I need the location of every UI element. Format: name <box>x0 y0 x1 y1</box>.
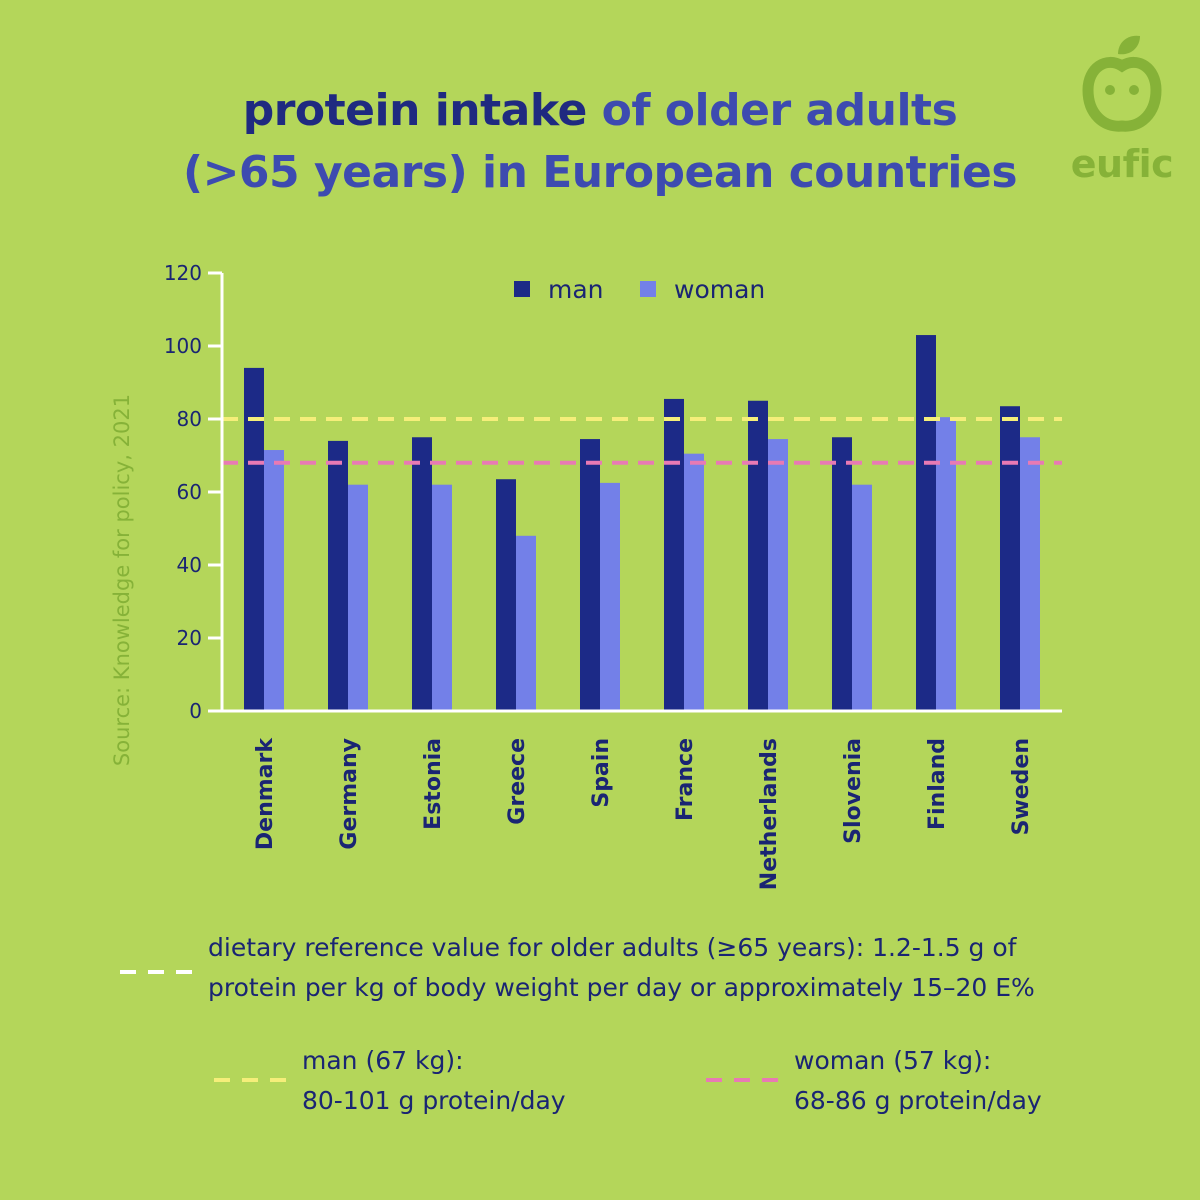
man-bar <box>244 367 264 711</box>
bars <box>244 335 1040 711</box>
x-tick-label: Estonia <box>421 738 446 830</box>
eufic-apple-icon <box>1082 35 1162 132</box>
x-tick-label: Sweden <box>1009 738 1034 835</box>
y-tick-label: 120 <box>164 261 202 285</box>
legend-label-woman: woman <box>674 275 765 304</box>
title-line-1: protein intake of older adults <box>0 80 1200 142</box>
man-bar <box>832 437 852 711</box>
y-tick-label: 40 <box>177 553 202 577</box>
woman-bar <box>1020 437 1040 711</box>
chart-title: protein intake of older adults (>65 year… <box>0 80 1200 204</box>
generic-reference-swatch <box>120 970 192 974</box>
legend: man woman <box>514 275 765 304</box>
reference-lines <box>222 417 1062 465</box>
legend-swatch-woman <box>640 281 656 297</box>
woman-bar <box>516 535 536 711</box>
man-bar <box>412 437 432 711</box>
footnote-general-line-2: protein per kg of body weight per day or… <box>208 973 1035 1002</box>
x-tick-label: Denmark <box>253 737 278 850</box>
footnote-woman: woman (57 kg): 68-86 g protein/day <box>794 1041 1042 1121</box>
x-tick-label: France <box>673 738 698 821</box>
bar-chart: 0 20 40 60 80 100 120 Denmark Germany Estonia Gre… <box>164 261 1062 891</box>
x-tick-label: Finland <box>925 738 950 830</box>
y-tick-label: 80 <box>177 407 202 431</box>
woman-bar <box>936 417 956 711</box>
footnote-woman-line-1: woman (57 kg): <box>794 1046 992 1075</box>
legend-swatch-man <box>514 281 530 297</box>
woman-reference-swatch <box>706 1078 778 1082</box>
logo-eye <box>1105 85 1115 95</box>
x-tick-label: Spain <box>589 738 614 808</box>
woman-bar <box>348 484 368 711</box>
y-tick-label: 20 <box>177 626 202 650</box>
man-reference-swatch <box>214 1078 286 1082</box>
y-tick-label: 0 <box>189 699 202 723</box>
x-axis-labels: Denmark Germany Estonia Greece Spain France Ne… <box>253 737 1034 891</box>
woman-bar <box>852 484 872 711</box>
y-tick-label: 100 <box>164 334 202 358</box>
x-tick-label: Slovenia <box>841 738 866 844</box>
footnote-woman-line-2: 68-86 g protein/day <box>794 1086 1042 1115</box>
logo-text: eufic <box>1070 142 1174 186</box>
man-bar <box>328 440 348 711</box>
footnote-general: dietary reference value for older adults… <box>208 928 1035 1008</box>
y-axis-ticks: 0 20 40 60 80 100 120 <box>164 261 222 723</box>
title-line-2: (>65 years) in European countries <box>182 147 1018 198</box>
footnote-general-line-1: dietary reference value for older adults… <box>208 933 1017 962</box>
logo-apple-outline <box>1082 56 1162 132</box>
logo-leaf <box>1118 35 1140 55</box>
man-bar <box>496 479 516 711</box>
woman-bar <box>768 439 788 711</box>
man-bar <box>916 335 936 711</box>
x-tick-label: Germany <box>337 738 362 850</box>
legend-label-man: man <box>548 275 604 304</box>
man-bar <box>580 439 600 711</box>
man-bar <box>1000 406 1020 711</box>
woman-bar <box>684 453 704 711</box>
logo-eye <box>1129 85 1139 95</box>
man-bar <box>748 400 768 711</box>
woman-bar <box>264 450 284 711</box>
footnote-man-line-2: 80-101 g protein/day <box>302 1086 566 1115</box>
footnote-man: man (67 kg): 80-101 g protein/day <box>302 1041 566 1121</box>
x-tick-label: Netherlands <box>757 738 782 890</box>
x-tick-label: Greece <box>505 738 530 825</box>
y-tick-label: 60 <box>177 480 202 504</box>
woman-bar <box>600 482 620 711</box>
man-bar <box>664 398 684 711</box>
woman-bar <box>432 484 452 711</box>
footnote-man-line-1: man (67 kg): <box>302 1046 464 1075</box>
title-emphasis: protein intake <box>242 85 588 136</box>
axes <box>220 273 1062 713</box>
title-rest: of older adults <box>586 85 958 136</box>
